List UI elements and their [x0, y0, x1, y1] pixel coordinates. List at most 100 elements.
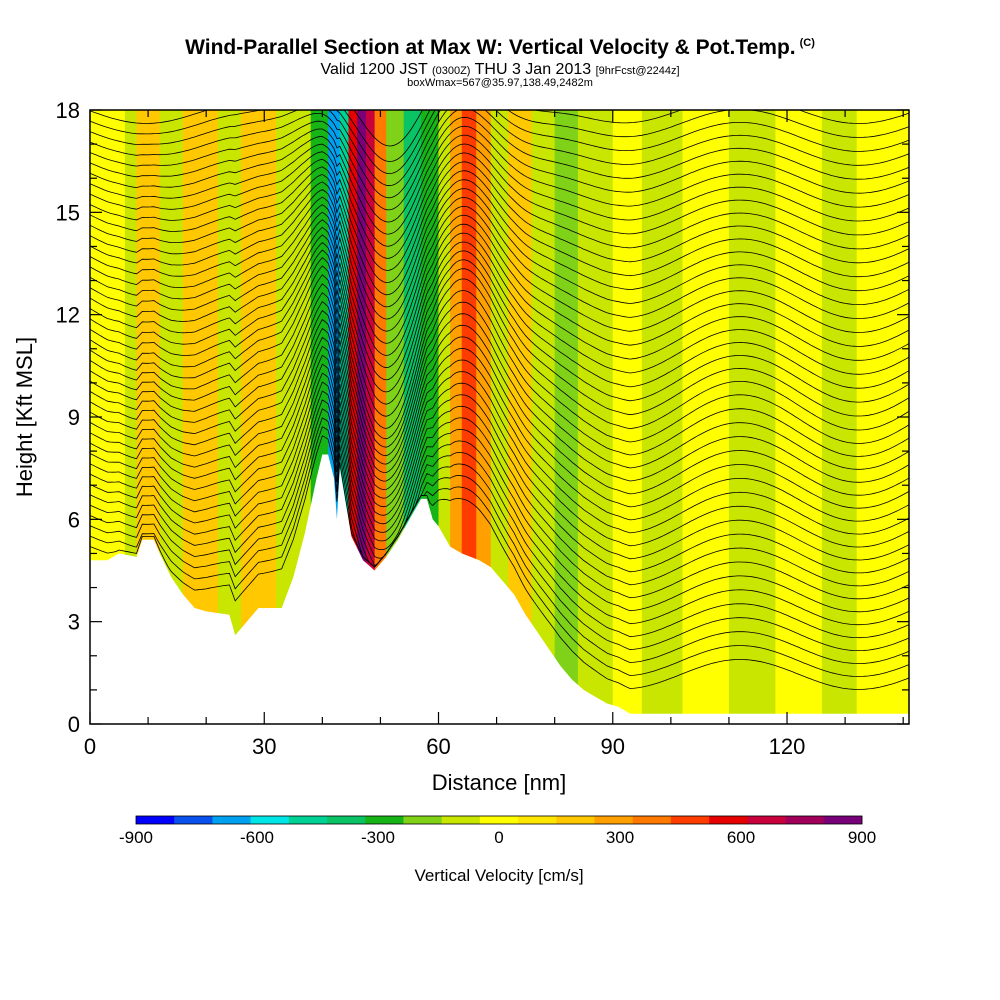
colorbar-swatch	[212, 816, 251, 824]
isentrope-line	[90, 170, 909, 296]
velocity-band	[821, 110, 858, 724]
velocity-band	[612, 110, 643, 724]
colorbar-swatch	[288, 816, 328, 824]
valid-utc: (0300Z)	[431, 65, 471, 77]
isentrope-line	[90, 310, 909, 509]
isentrope-line	[90, 283, 909, 470]
isentrope-line	[90, 125, 909, 235]
isentrope-line	[90, 226, 909, 381]
velocity-band	[357, 110, 367, 724]
colorbar-tick-label: 900	[848, 828, 876, 847]
isentrope-line	[90, 435, 909, 690]
velocity-band	[728, 110, 777, 724]
y-tick-label: 15	[56, 200, 80, 225]
isentrope-line	[90, 134, 909, 247]
isentrope-line	[90, 110, 909, 211]
isentrope-line	[90, 241, 909, 405]
valid-time: Valid 1200 JST	[320, 61, 428, 78]
velocity-band	[508, 110, 533, 724]
colorbar-tick-label: -600	[240, 828, 274, 847]
isentrope-line	[90, 249, 909, 417]
isentrope-line	[90, 381, 909, 613]
isentrope-line	[90, 143, 909, 259]
y-tick-label: 6	[68, 507, 80, 532]
isentrope-line	[90, 363, 909, 587]
isentrope-line	[90, 204, 909, 344]
isentrope-line	[90, 399, 909, 639]
isentrope-line	[90, 301, 909, 496]
isentrope-line	[90, 426, 909, 677]
y-tick-label: 18	[56, 98, 80, 123]
isentrope-contours	[90, 110, 909, 690]
colorbar-tick-label: -900	[119, 828, 153, 847]
isentrope-line	[90, 110, 909, 175]
isentrope-line	[90, 179, 909, 308]
colorbar-swatch	[250, 816, 290, 824]
colorbar-label: Vertical Velocity [cm/s]	[414, 866, 583, 885]
isentrope-line	[90, 110, 909, 199]
colorbar-swatch	[747, 816, 786, 824]
isentrope-line	[90, 188, 909, 320]
y-tick-label: 12	[56, 303, 80, 328]
colorbar-swatch	[518, 816, 557, 824]
x-tick-label: 120	[769, 734, 806, 759]
x-tick-label: 0	[84, 734, 96, 759]
colorbar-frame	[135, 815, 863, 825]
colorbar-swatch	[670, 816, 710, 824]
isentrope-line	[90, 152, 909, 271]
isentrope-line	[90, 390, 909, 626]
colorbar-swatch	[174, 816, 213, 824]
chart-subtitle: Valid 1200 JST (0300Z) THU 3 Jan 2013 [9…	[0, 61, 1000, 79]
isentrope-line	[90, 265, 909, 444]
terrain-mask	[90, 454, 909, 724]
isentrope-line	[90, 211, 909, 356]
colorbar-swatch	[479, 816, 519, 824]
y-tick-label: 9	[68, 405, 80, 430]
colorbar-swatch	[365, 816, 404, 824]
colorbar-tick-label: 300	[606, 828, 634, 847]
box-info: boxWmax=567@35.97,138.49,2482m	[407, 77, 593, 89]
colorbar-swatch	[709, 816, 748, 824]
isentrope-line	[90, 354, 909, 574]
isentrope-line	[90, 318, 909, 522]
colorbar-tick-label: 600	[727, 828, 755, 847]
isentrope-line	[90, 161, 909, 284]
isentrope-line	[90, 336, 909, 548]
isentrope-line	[90, 345, 909, 561]
x-tick-label: 60	[426, 734, 450, 759]
velocity-band	[682, 110, 730, 724]
colorbar: -900 -600 -300 0 300 600 900	[119, 815, 876, 847]
x-tick-label: 90	[601, 734, 625, 759]
y-tick-label: 0	[68, 712, 80, 737]
isentrope-line	[90, 372, 909, 600]
isentrope-line	[90, 219, 909, 369]
velocity-band	[554, 110, 579, 724]
isentrope-line	[90, 116, 909, 223]
velocity-band	[348, 110, 358, 724]
colorbar-swatch	[594, 816, 634, 824]
velocity-band	[577, 110, 614, 724]
isentrope-line	[90, 110, 909, 187]
colorbar-swatch	[403, 816, 442, 824]
isentrope-line	[90, 234, 909, 393]
x-axis-label: Distance [nm]	[432, 770, 567, 795]
colorbar-swatch	[327, 816, 366, 824]
colorbar-swatch	[785, 816, 825, 824]
y-axis: 0 3 6 9 12 15 18	[56, 98, 909, 737]
colorbar-tick-label: 0	[494, 828, 503, 847]
colorbar-swatch	[823, 816, 863, 824]
y-tick-label: 3	[68, 610, 80, 635]
velocity-band	[365, 110, 376, 724]
isentrope-line	[90, 257, 909, 431]
isentrope-line	[90, 327, 909, 535]
isentrope-line	[90, 417, 909, 664]
colorbar-swatch	[556, 816, 595, 824]
isentrope-line	[90, 196, 909, 332]
forecast-info: [9hrFcst@2244z]	[595, 65, 680, 77]
chart-title: Wind-Parallel Section at Max W: Vertical…	[0, 36, 1000, 60]
copyright-mark: (C)	[799, 37, 815, 49]
velocity-band	[775, 110, 823, 724]
x-tick-label: 30	[252, 734, 276, 759]
isentrope-line	[90, 292, 909, 483]
